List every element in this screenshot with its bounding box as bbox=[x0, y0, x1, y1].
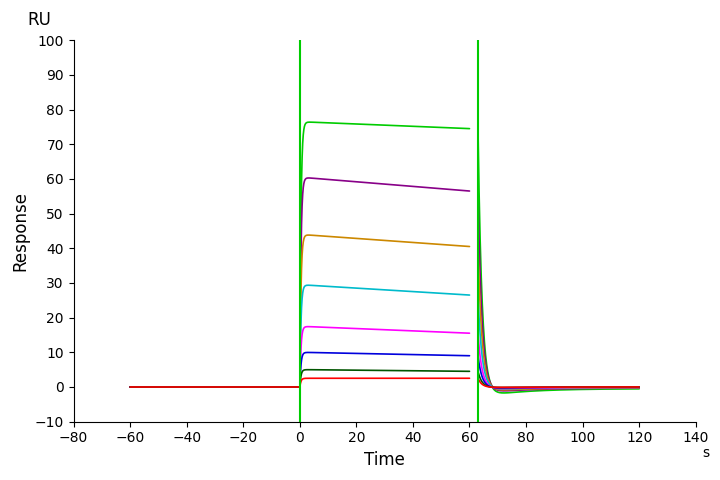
Text: RU: RU bbox=[27, 11, 51, 29]
Y-axis label: Response: Response bbox=[11, 191, 29, 271]
X-axis label: Time: Time bbox=[364, 451, 405, 469]
Text: s: s bbox=[702, 446, 709, 460]
